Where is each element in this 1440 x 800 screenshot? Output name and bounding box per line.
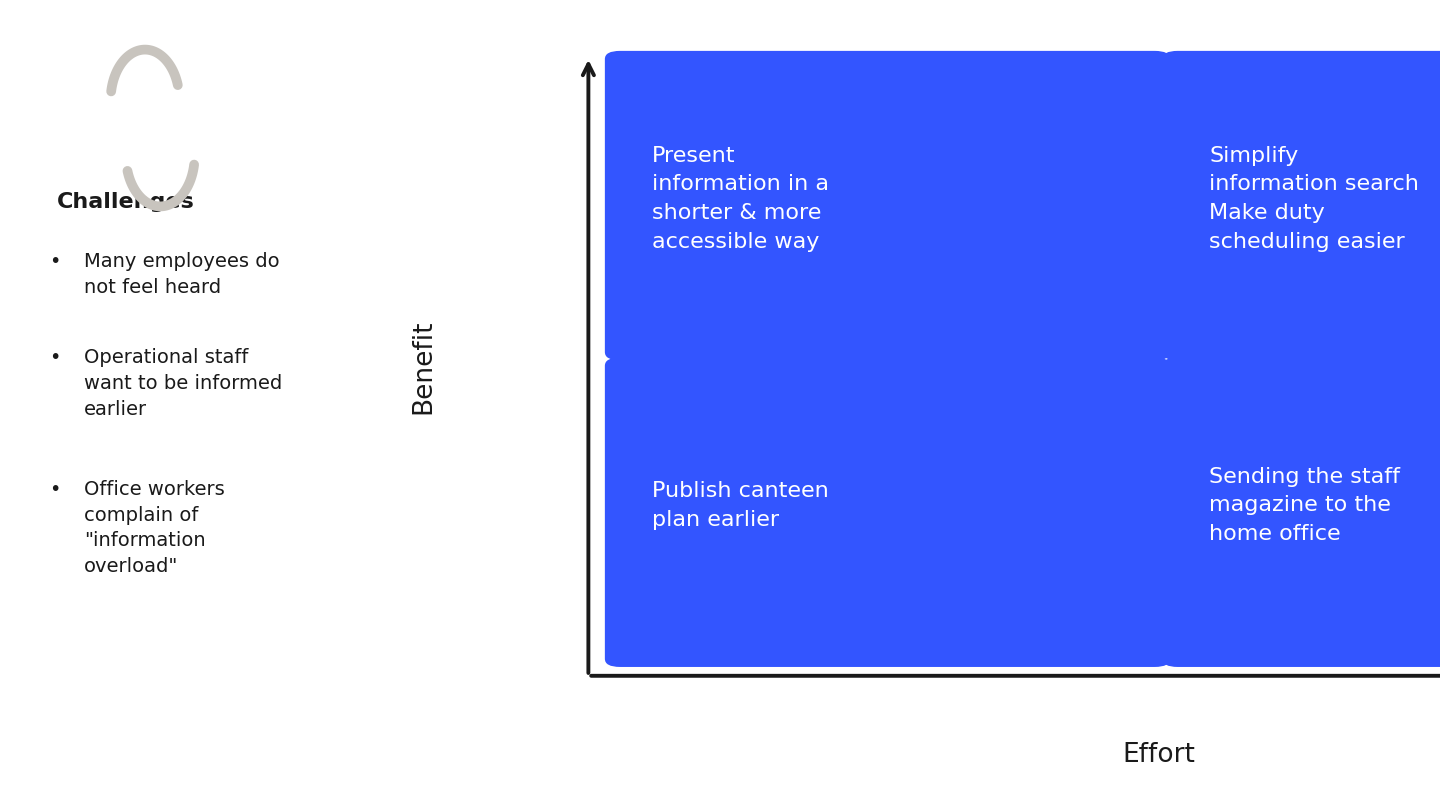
FancyBboxPatch shape <box>605 51 1171 360</box>
Text: •: • <box>49 348 60 367</box>
Text: •: • <box>49 480 60 499</box>
Text: Sending the staff
magazine to the
home office: Sending the staff magazine to the home o… <box>1210 466 1400 544</box>
Text: Benefit: Benefit <box>410 319 436 414</box>
Text: Office workers
complain of
"information
overload": Office workers complain of "information … <box>84 480 225 576</box>
Text: Operational staff
want to be informed
earlier: Operational staff want to be informed ea… <box>84 348 282 418</box>
FancyBboxPatch shape <box>1162 358 1440 667</box>
Text: Present
information in a
shorter & more
accessible way: Present information in a shorter & more … <box>652 146 829 252</box>
FancyBboxPatch shape <box>605 358 1171 667</box>
Text: •: • <box>49 252 60 271</box>
Text: Publish canteen
plan earlier: Publish canteen plan earlier <box>652 481 828 530</box>
FancyBboxPatch shape <box>1162 51 1440 360</box>
Text: Challenges: Challenges <box>58 192 194 212</box>
Text: Many employees do
not feel heard: Many employees do not feel heard <box>84 252 279 297</box>
Text: Effort: Effort <box>1122 742 1195 768</box>
Text: Simplify
information search
Make duty
scheduling easier: Simplify information search Make duty sc… <box>1210 146 1420 252</box>
